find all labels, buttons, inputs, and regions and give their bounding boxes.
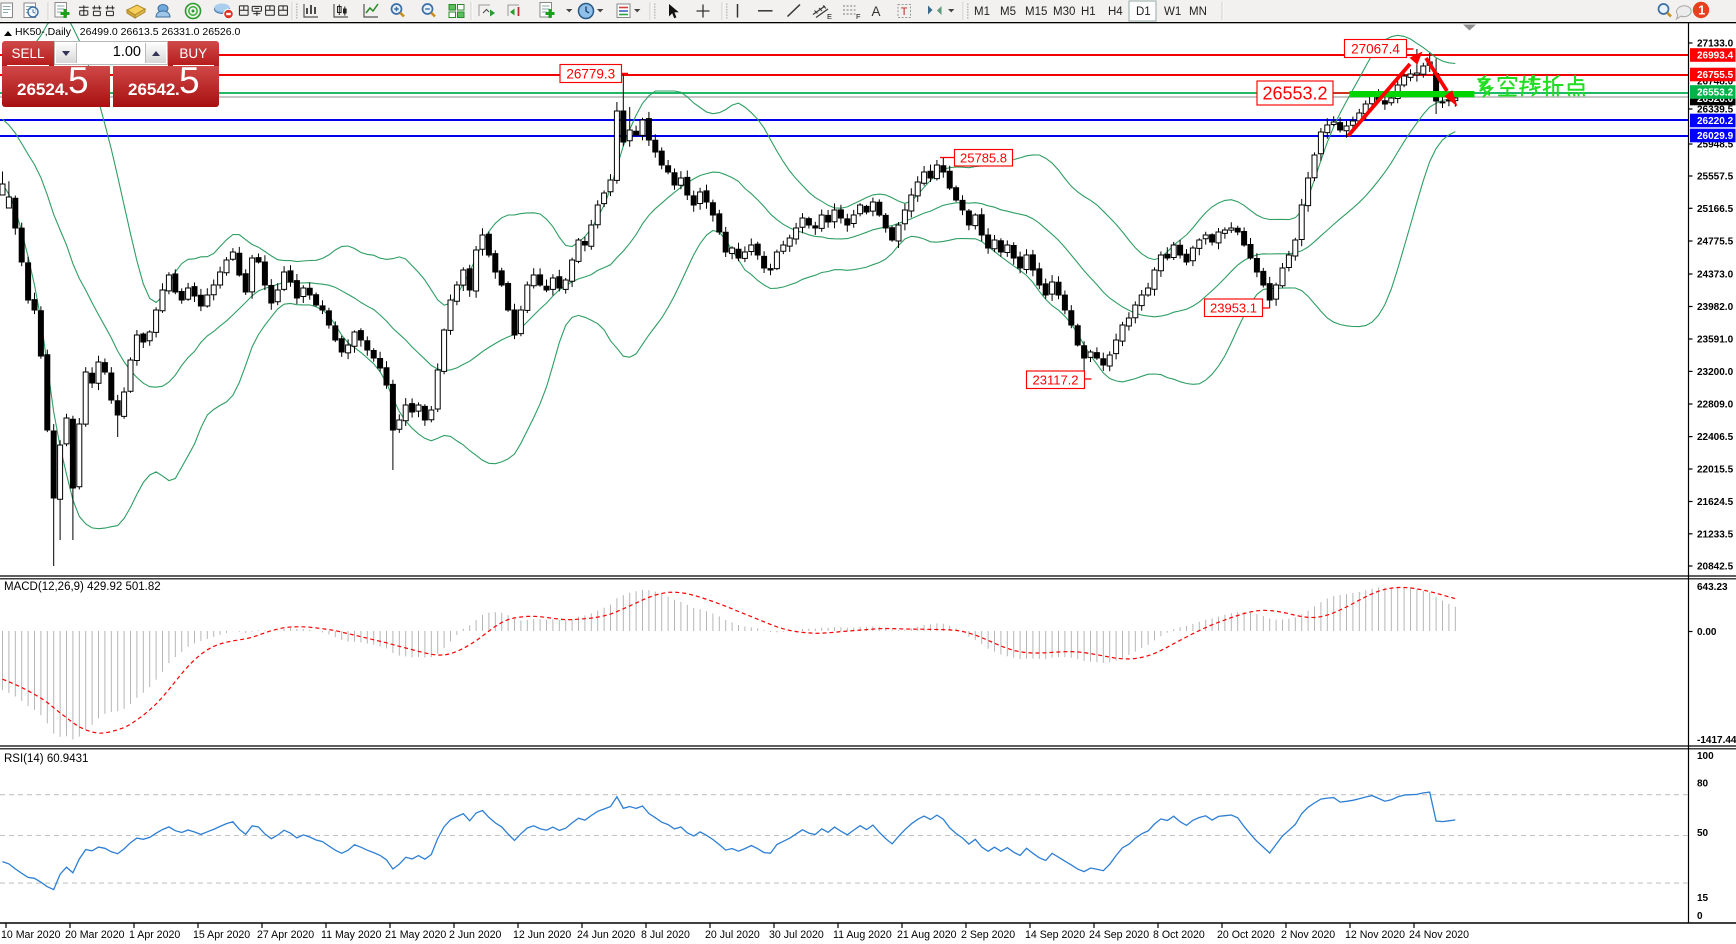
svg-text:MN: MN xyxy=(1189,6,1207,18)
svg-text:27 Apr 2020: 27 Apr 2020 xyxy=(257,929,314,941)
svg-text:24 Sep 2020: 24 Sep 2020 xyxy=(1089,929,1149,941)
svg-text:26339.5: 26339.5 xyxy=(1697,105,1734,116)
svg-text:26029.9: 26029.9 xyxy=(1697,131,1734,142)
svg-text:8 Oct 2020: 8 Oct 2020 xyxy=(1153,929,1205,941)
svg-text:10 Mar 2020: 10 Mar 2020 xyxy=(1,929,61,941)
svg-text:26748.0: 26748.0 xyxy=(1697,77,1734,88)
svg-text:25948.5: 25948.5 xyxy=(1697,140,1734,151)
svg-text:15 Apr 2020: 15 Apr 2020 xyxy=(193,929,250,941)
svg-text:21 Aug 2020: 21 Aug 2020 xyxy=(897,929,957,941)
svg-text:D1: D1 xyxy=(1136,6,1151,18)
svg-text:-1417.44: -1417.44 xyxy=(1697,735,1736,746)
svg-text:22015.5: 22015.5 xyxy=(1697,465,1734,476)
svg-text:30 Jul 2020: 30 Jul 2020 xyxy=(769,929,824,941)
svg-text:25166.5: 25166.5 xyxy=(1697,204,1734,215)
svg-text:50: 50 xyxy=(1697,828,1709,839)
svg-text:26779.3: 26779.3 xyxy=(566,66,615,81)
svg-text:H1: H1 xyxy=(1081,6,1096,18)
svg-text:27133.0: 27133.0 xyxy=(1697,39,1734,50)
svg-text:0.00: 0.00 xyxy=(1697,627,1717,638)
svg-text:22809.0: 22809.0 xyxy=(1697,400,1734,411)
svg-text:F: F xyxy=(856,12,861,21)
svg-text:24373.0: 24373.0 xyxy=(1697,270,1734,281)
svg-text:E: E xyxy=(827,12,832,21)
svg-text:24 Nov 2020: 24 Nov 2020 xyxy=(1409,929,1469,941)
svg-text:23200.0: 23200.0 xyxy=(1697,367,1734,378)
svg-text:1: 1 xyxy=(1698,4,1705,18)
svg-text:27067.4: 27067.4 xyxy=(1351,41,1400,56)
svg-text:12 Jun 2020: 12 Jun 2020 xyxy=(513,929,571,941)
svg-text:22406.5: 22406.5 xyxy=(1697,432,1734,443)
svg-text:11 May 2020: 11 May 2020 xyxy=(321,929,382,941)
svg-text:80: 80 xyxy=(1697,779,1709,790)
svg-text:M5: M5 xyxy=(1000,6,1016,18)
svg-text:11 Aug 2020: 11 Aug 2020 xyxy=(833,929,892,941)
svg-text:26755.5: 26755.5 xyxy=(1697,70,1734,81)
svg-text:T: T xyxy=(901,6,908,18)
svg-text:23591.0: 23591.0 xyxy=(1697,335,1734,346)
svg-text:M15: M15 xyxy=(1025,6,1047,18)
svg-text:2 Nov 2020: 2 Nov 2020 xyxy=(1281,929,1335,941)
svg-text:2 Jun 2020: 2 Jun 2020 xyxy=(449,929,502,941)
svg-text:643.23: 643.23 xyxy=(1697,582,1728,593)
svg-text:24 Jun 2020: 24 Jun 2020 xyxy=(577,929,635,941)
svg-text:A: A xyxy=(872,4,881,19)
svg-text:23117.2: 23117.2 xyxy=(1032,372,1078,387)
svg-text:100: 100 xyxy=(1697,751,1714,762)
svg-text:20 Oct 2020: 20 Oct 2020 xyxy=(1217,929,1275,941)
svg-text:26993.4: 26993.4 xyxy=(1697,51,1734,62)
svg-text:20 Jul 2020: 20 Jul 2020 xyxy=(705,929,760,941)
svg-text:H4: H4 xyxy=(1108,6,1123,18)
svg-text:12 Nov 2020: 12 Nov 2020 xyxy=(1345,929,1405,941)
svg-text:14 Sep 2020: 14 Sep 2020 xyxy=(1025,929,1085,941)
svg-text:24775.5: 24775.5 xyxy=(1697,237,1734,248)
svg-text:25557.5: 25557.5 xyxy=(1697,172,1734,183)
svg-text:26553.2: 26553.2 xyxy=(1262,83,1327,103)
svg-text:26526.0: 26526.0 xyxy=(1697,94,1734,105)
svg-text:26220.2: 26220.2 xyxy=(1697,116,1734,127)
svg-text:MACD(12,26,9) 429.92 501.82: MACD(12,26,9) 429.92 501.82 xyxy=(4,581,161,593)
svg-text:0: 0 xyxy=(1697,911,1703,922)
svg-text:20842.5: 20842.5 xyxy=(1697,562,1734,573)
svg-text:RSI(14) 60.9431: RSI(14) 60.9431 xyxy=(4,753,88,765)
svg-text:W1: W1 xyxy=(1164,6,1181,18)
svg-text:23982.0: 23982.0 xyxy=(1697,302,1734,313)
svg-text:M30: M30 xyxy=(1053,6,1075,18)
svg-text:8 Jul 2020: 8 Jul 2020 xyxy=(641,929,690,941)
svg-text:21233.5: 21233.5 xyxy=(1697,529,1734,540)
svg-text:25785.8: 25785.8 xyxy=(960,150,1007,165)
svg-text:26553.2: 26553.2 xyxy=(1697,88,1734,99)
svg-text:2 Sep 2020: 2 Sep 2020 xyxy=(961,929,1015,941)
svg-text:21624.5: 21624.5 xyxy=(1697,497,1734,508)
svg-text:15: 15 xyxy=(1697,893,1709,904)
svg-text:20 Mar 2020: 20 Mar 2020 xyxy=(65,929,125,941)
svg-text:21 May 2020: 21 May 2020 xyxy=(385,929,446,941)
svg-text:1 Apr 2020: 1 Apr 2020 xyxy=(129,929,180,941)
svg-text:M1: M1 xyxy=(974,6,990,18)
svg-text:23953.1: 23953.1 xyxy=(1210,300,1257,315)
